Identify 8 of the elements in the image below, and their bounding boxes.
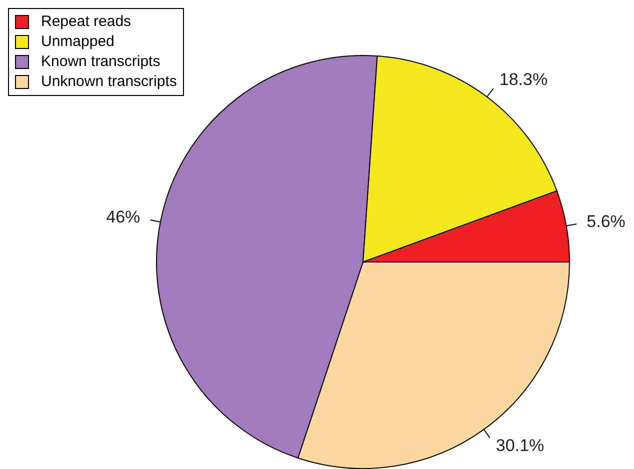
data-label: 46%: [106, 208, 140, 227]
legend-label: Unknown transcripts: [41, 72, 177, 92]
legend-label: Repeat reads: [41, 12, 132, 32]
data-label: 30.1%: [496, 436, 544, 455]
data-label: 18.3%: [499, 70, 548, 90]
data-label: 5.6%: [586, 212, 626, 231]
legend-label: Unmapped: [41, 32, 114, 52]
legend-label: Known transcripts: [41, 52, 160, 72]
